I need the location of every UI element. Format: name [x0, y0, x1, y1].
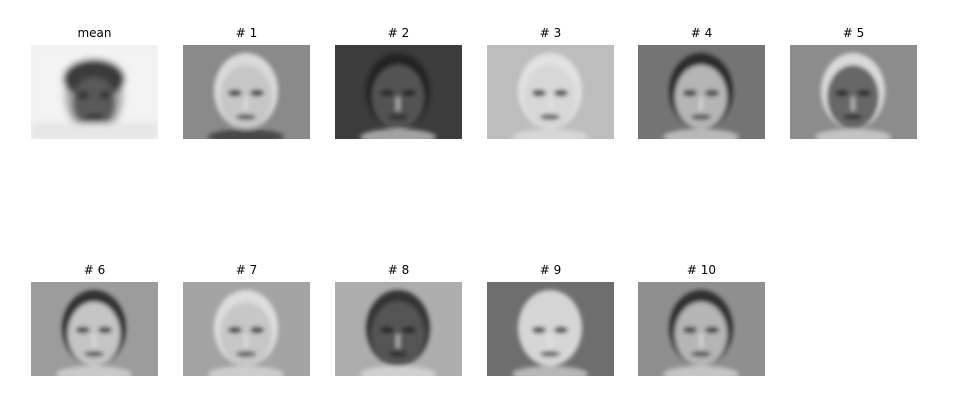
panel-title: # 3 [539, 26, 562, 40]
eigenface-image [638, 282, 765, 376]
panel-title: # 6 [83, 263, 106, 277]
panel-2: # 2 [335, 26, 462, 139]
panel-title: # 7 [235, 263, 258, 277]
panel-8: # 8 [335, 263, 462, 376]
panel-7: # 7 [183, 263, 310, 376]
panel-title: # 4 [690, 26, 713, 40]
eigenface-image [31, 282, 158, 376]
panel-mean: mean [31, 26, 158, 139]
eigenface-image [335, 45, 462, 139]
panel-9: # 9 [487, 263, 614, 376]
panel-6: # 6 [31, 263, 158, 376]
panel-title: # 1 [235, 26, 258, 40]
eigenface-image [487, 45, 614, 139]
eigenface-image [790, 45, 917, 139]
panel-10: # 10 [638, 263, 765, 376]
panel-4: # 4 [638, 26, 765, 139]
panel-title: # 8 [387, 263, 410, 277]
panel-title: mean [77, 26, 112, 40]
eigenface-image [183, 45, 310, 139]
eigenface-image [638, 45, 765, 139]
panel-title: # 10 [686, 263, 717, 277]
eigenface-image [183, 282, 310, 376]
panel-5: # 5 [790, 26, 917, 139]
panel-title: # 5 [842, 26, 865, 40]
mean-face-image [31, 45, 158, 139]
eigenface-image [335, 282, 462, 376]
panel-title: # 9 [539, 263, 562, 277]
panel-title: # 2 [387, 26, 410, 40]
panel-1: # 1 [183, 26, 310, 139]
eigenface-image [487, 282, 614, 376]
panel-3: # 3 [487, 26, 614, 139]
